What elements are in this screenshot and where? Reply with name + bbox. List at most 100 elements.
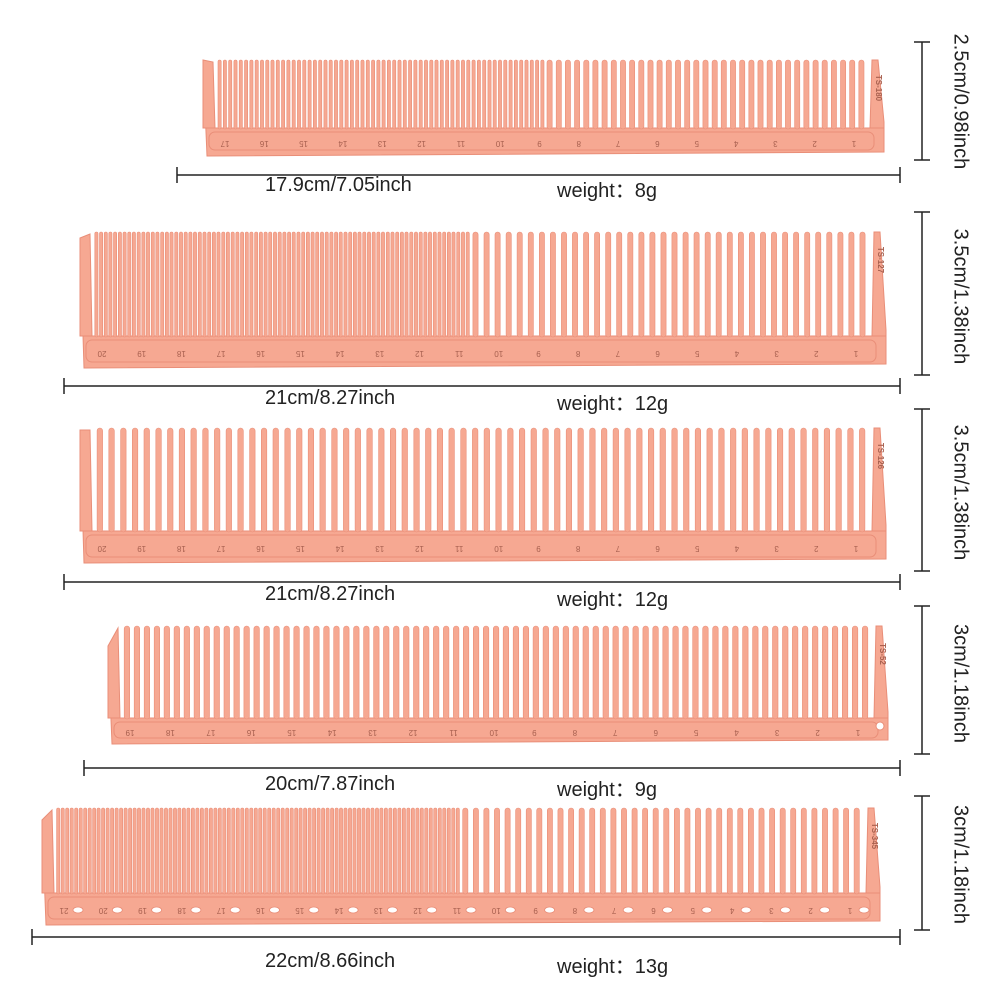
model-label: TS-127 [876, 247, 885, 274]
comb-spine [79, 429, 887, 564]
ruler-number: 2 [815, 728, 820, 737]
comb-tooth [155, 807, 159, 895]
comb-tooth [542, 625, 549, 720]
comb-tooth [433, 807, 438, 895]
ruler-number: 9 [533, 906, 538, 915]
comb-tooth [212, 231, 216, 338]
comb-tooth [460, 427, 467, 533]
comb-tooth [168, 807, 173, 895]
comb-tooth [730, 427, 737, 533]
ruler-number: 13 [375, 544, 384, 553]
ruler-number: 12 [417, 139, 426, 148]
comb-tooth [223, 59, 227, 130]
comb-tooth [602, 625, 609, 720]
comb-tooth [757, 59, 764, 130]
comb-tooth [722, 625, 729, 720]
comb-tooth [357, 807, 361, 895]
ruler-number: 13 [377, 139, 386, 148]
comb-tooth [621, 807, 627, 895]
comb-tooth [772, 625, 779, 720]
ruler-number: 14 [335, 349, 344, 358]
comb-tooth [371, 59, 376, 130]
model-label: TS-52 [878, 643, 887, 665]
comb-tooth [612, 625, 619, 720]
comb-tooth [461, 59, 465, 130]
ruler-number: 14 [334, 906, 343, 915]
comb-tooth [280, 807, 285, 895]
ruler-number: 19 [137, 349, 146, 358]
comb-tooth [861, 625, 869, 720]
comb-tooth [425, 427, 432, 533]
comb-tooth [352, 807, 357, 895]
ruler-hole [662, 906, 673, 914]
comb-tooth [622, 625, 629, 720]
comb-tooth [388, 807, 393, 895]
comb-tooth [642, 625, 649, 720]
ruler-number: 4 [734, 544, 739, 553]
comb-tooth [312, 807, 317, 895]
comb-tooth [638, 59, 645, 130]
comb-tooth [155, 231, 160, 338]
ruler-number: 15 [295, 544, 304, 553]
ruler-number: 4 [734, 349, 739, 358]
ruler-number: 5 [690, 906, 695, 915]
comb-tooth [716, 807, 723, 895]
comb-tooth [360, 59, 365, 130]
comb-tooth [605, 231, 612, 338]
comb-tooth [632, 625, 639, 720]
comb-tooth [249, 231, 254, 338]
comb-tooth [835, 427, 842, 533]
comb-tooth [482, 59, 487, 130]
comb-tooth [665, 59, 672, 130]
ruler-number: 4 [733, 139, 738, 148]
comb-tooth [451, 807, 456, 895]
comb-tooth [222, 807, 227, 895]
ruler-number: 11 [449, 728, 458, 737]
comb-tooth [629, 59, 635, 130]
comb-tooth [574, 59, 580, 130]
height-label: 3cm/1.18inch [949, 624, 972, 743]
comb-tooth [487, 59, 492, 130]
comb-tooth [296, 427, 303, 533]
comb-tooth [263, 625, 270, 720]
comb-tooth [298, 807, 303, 895]
comb-tooth [307, 427, 315, 533]
comb-tooth [859, 427, 866, 533]
comb-tooth [812, 625, 819, 720]
comb-tooth [758, 807, 765, 895]
comb-tooth [296, 231, 301, 338]
comb-tooth [711, 59, 718, 130]
comb-tooth [331, 427, 338, 533]
comb-tooth [800, 807, 807, 895]
comb-tooth [656, 59, 663, 130]
comb-tooth [270, 59, 275, 130]
comb-tooth [583, 231, 589, 338]
comb-tooth [450, 59, 455, 130]
ruler-number: 15 [295, 906, 304, 915]
comb-tooth [471, 59, 476, 130]
comb-tooth [320, 231, 324, 338]
comb-tooth [540, 59, 545, 130]
comb-tooth [155, 427, 162, 533]
comb-tooth [546, 59, 553, 130]
comb-tooth [704, 231, 711, 338]
length-label: 20cm/7.87inch [265, 773, 396, 795]
comb-tooth [830, 59, 837, 130]
comb-tooth [119, 807, 124, 895]
comb-tooth [83, 807, 88, 895]
comb-tooth [371, 231, 376, 338]
comb-tooth [652, 625, 659, 720]
ruler-number: 1 [853, 544, 858, 553]
comb-tooth [433, 625, 440, 720]
comb-tooth [832, 807, 839, 895]
comb-tooth [529, 59, 534, 130]
ruler-number: 17 [216, 349, 225, 358]
comb-tooth [788, 427, 795, 533]
ruler-hole [229, 906, 241, 914]
comb-tooth [437, 807, 442, 895]
comb-tooth [253, 807, 258, 895]
comb-tooth [472, 427, 479, 533]
comb-tooth [353, 625, 360, 720]
comb-tooth [293, 625, 300, 720]
comb-tooth [505, 231, 512, 338]
